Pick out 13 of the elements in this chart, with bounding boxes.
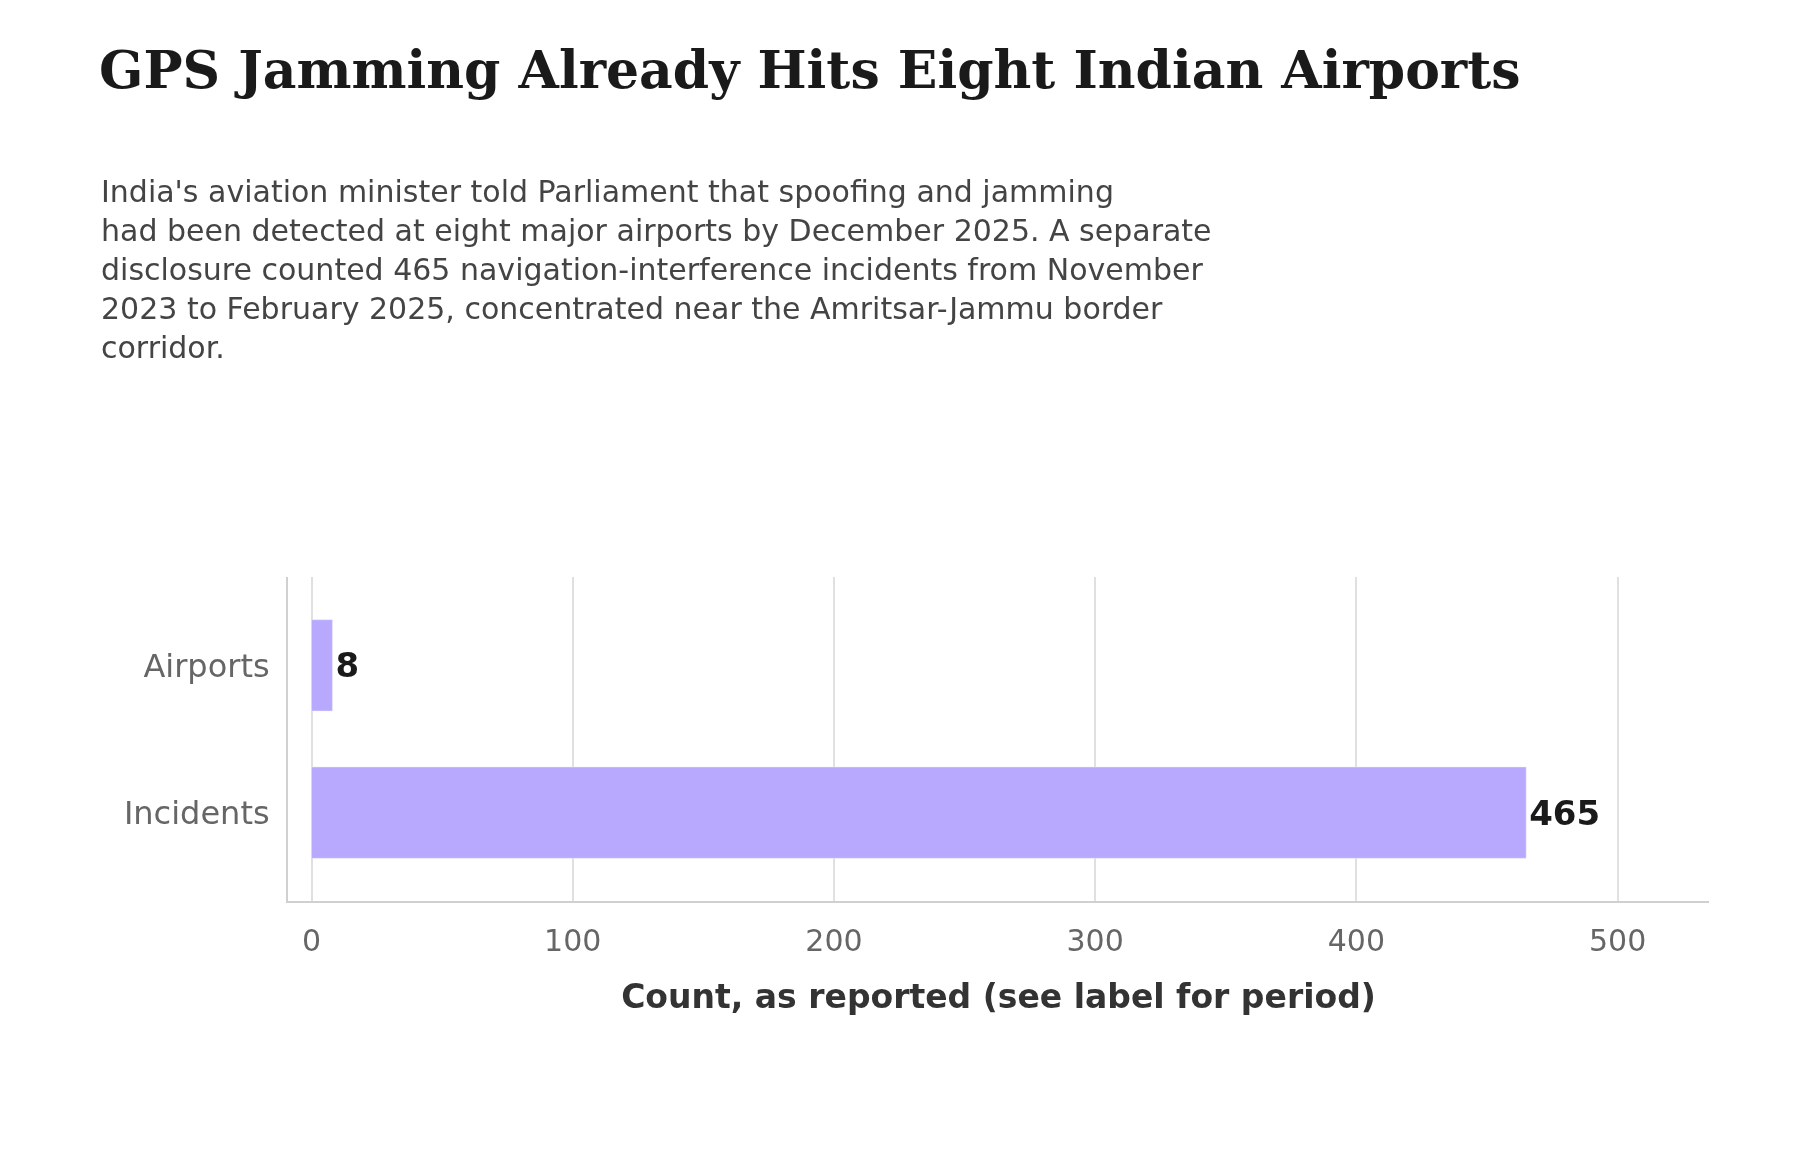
x-tick-label: 0 xyxy=(301,923,322,958)
chart-title: GPS Jamming Already Hits Eight Indian Airports xyxy=(99,39,1521,101)
x-tick-label: 500 xyxy=(1588,923,1647,958)
y-tick-label: Airports xyxy=(143,646,270,685)
data-label: 8 xyxy=(335,645,360,686)
chart-subtitle: India's aviation minister told Parliament that spoofing and jamming had been detected at eight major airports by December 2025. A separate disclosure counted 465 navigation-interference incidents from November 2023 to February 2025, concentrated near the Amritsar-Jammu border corridor. xyxy=(101,174,1212,365)
data-label: 465 xyxy=(1529,792,1601,833)
y-tick-label: Incidents xyxy=(123,793,270,832)
x-tick-label: 200 xyxy=(805,923,863,958)
x-tick-label: 100 xyxy=(544,923,602,958)
x-axis-title: Count, as reported (see label for period) xyxy=(621,977,1376,1017)
x-tick-label: 400 xyxy=(1327,923,1385,958)
x-tick-label: 300 xyxy=(1066,923,1124,958)
